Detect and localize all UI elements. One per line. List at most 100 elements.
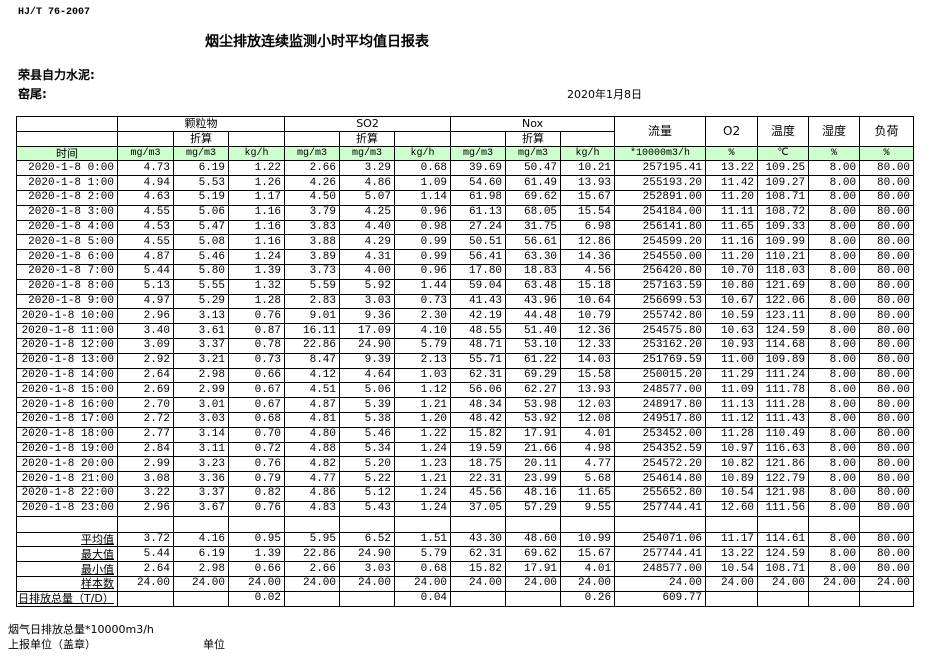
value-cell: 0.82 — [227, 485, 286, 502]
value-cell: 3.40 — [117, 323, 174, 339]
table-row: 2020-1-8 11:00 3.40 3.61 0.87 16.11 17.09 4.10… — [16, 323, 915, 339]
header-temperature: 温度 — [757, 116, 810, 147]
row-label: 2020-1-8 6:00 — [16, 249, 118, 265]
empty-cell — [560, 515, 616, 533]
value-cell: 0.66 — [227, 561, 286, 577]
table-row: 2020-1-8 17:00 2.72 3.03 0.68 4.81 5.38 1.20 48… — [16, 411, 915, 428]
value-cell: 4.01 — [560, 426, 616, 443]
value-cell: 8.00 — [808, 337, 861, 354]
value-cell: 80.00 — [859, 308, 915, 325]
value-cell: 63.30 — [505, 249, 562, 265]
value-cell: 48.55 — [450, 323, 507, 339]
unit-cell: mg/m3 — [173, 145, 229, 162]
unit-cell: kg/h — [560, 145, 616, 162]
value-cell: 80.00 — [859, 411, 915, 428]
value-cell: 80.00 — [859, 456, 915, 473]
table-row: 2020-1-8 5:00 4.55 5.08 1.16 3.88 4.29 0.99 50.… — [16, 234, 915, 251]
value-cell: 2.64 — [117, 561, 174, 577]
value-cell: 3.22 — [117, 485, 174, 502]
value-cell: 3.03 — [339, 561, 396, 577]
value-cell: 257163.59 — [614, 278, 707, 295]
value-cell: 12.60 — [705, 500, 759, 517]
value-cell: 0.73 — [227, 352, 286, 369]
value-cell: 111.56 — [757, 500, 810, 517]
value-cell: 254614.80 — [614, 471, 707, 487]
value-cell: 5.12 — [339, 485, 396, 502]
value-cell — [705, 590, 759, 607]
value-cell: 8.00 — [808, 189, 861, 206]
value-cell: 17.09 — [339, 323, 396, 339]
company-name: 荣县自力水泥: — [18, 68, 95, 82]
value-cell: 10.99 — [560, 531, 616, 548]
row-label: 2020-1-8 8:00 — [16, 278, 118, 295]
value-cell: 256699.53 — [614, 293, 707, 310]
value-cell: 4.55 — [117, 234, 174, 251]
value-cell: 80.00 — [859, 397, 915, 413]
value-cell: 3.88 — [284, 234, 341, 251]
value-cell: 4.88 — [284, 441, 341, 458]
value-cell: 6.98 — [560, 219, 616, 236]
value-cell: 254572.20 — [614, 456, 707, 473]
value-cell: 1.09 — [394, 175, 452, 191]
value-cell: 13.93 — [560, 382, 616, 399]
value-cell: 1.39 — [227, 546, 286, 563]
value-cell: 2.30 — [394, 308, 452, 325]
value-cell: 1.22 — [394, 426, 452, 443]
header-blank — [284, 130, 341, 147]
value-cell: 255742.80 — [614, 308, 707, 325]
value-cell: 4.12 — [284, 367, 341, 384]
value-cell: 11.16 — [705, 234, 759, 251]
value-cell: 8.00 — [808, 308, 861, 325]
value-cell: 0.66 — [227, 367, 286, 384]
value-cell: 8.00 — [808, 352, 861, 369]
value-cell: 0.26 — [560, 590, 616, 607]
report-date: 2020年1月8日 — [567, 88, 642, 101]
unit-cell: % — [705, 145, 759, 162]
value-cell: 4.40 — [339, 219, 396, 236]
header-blank — [117, 130, 174, 147]
value-cell: 2.64 — [117, 367, 174, 384]
unit-cell: mg/m3 — [505, 145, 562, 162]
value-cell: 4.86 — [339, 175, 396, 191]
value-cell: 122.79 — [757, 471, 810, 487]
value-cell: 8.00 — [808, 411, 861, 428]
value-cell: 50.47 — [505, 160, 562, 177]
value-cell: 24.00 — [394, 575, 452, 592]
value-cell: 5.22 — [339, 471, 396, 487]
value-cell: 108.71 — [757, 189, 810, 206]
value-cell: 254071.06 — [614, 531, 707, 548]
value-cell: 10.64 — [560, 293, 616, 310]
value-cell: 0.78 — [227, 337, 286, 354]
value-cell: 11.17 — [705, 531, 759, 548]
value-cell: 4.00 — [339, 263, 396, 280]
empty-cell — [117, 515, 174, 533]
value-cell: 109.89 — [757, 352, 810, 369]
table-row: 2020-1-8 12:00 3.09 3.37 0.78 22.86 24.90 5.79… — [16, 337, 915, 354]
value-cell: 5.43 — [339, 500, 396, 517]
row-label: 2020-1-8 4:00 — [16, 219, 118, 236]
value-cell: 16.11 — [284, 323, 341, 339]
value-cell: 4.80 — [284, 426, 341, 443]
value-cell: 48.16 — [505, 485, 562, 502]
value-cell: 10.79 — [560, 308, 616, 325]
value-cell: 8.00 — [808, 561, 861, 577]
value-cell: 10.59 — [705, 308, 759, 325]
blank-row — [16, 515, 915, 533]
value-cell: 54.60 — [450, 175, 507, 191]
standard-code: HJ/T 76-2007 — [18, 7, 91, 18]
value-cell: 254550.00 — [614, 249, 707, 265]
value-cell: 8.00 — [808, 323, 861, 339]
value-cell — [450, 590, 507, 607]
value-cell: 80.00 — [859, 485, 915, 502]
value-cell: 6.19 — [173, 160, 229, 177]
table-row: 2020-1-8 0:00 4.73 6.19 1.22 2.66 3.29 0.68 39.… — [16, 160, 915, 177]
value-cell: 5.39 — [339, 397, 396, 413]
value-cell: 124.59 — [757, 546, 810, 563]
value-cell: 254352.59 — [614, 441, 707, 458]
value-cell: 10.67 — [705, 293, 759, 310]
table-row: 2020-1-8 18:00 2.77 3.14 0.70 4.80 5.46 1.22 15… — [16, 426, 915, 443]
value-cell: 3.37 — [173, 337, 229, 354]
value-cell: 80.00 — [859, 249, 915, 265]
value-cell: 255193.20 — [614, 175, 707, 191]
value-cell: 9.36 — [339, 308, 396, 325]
